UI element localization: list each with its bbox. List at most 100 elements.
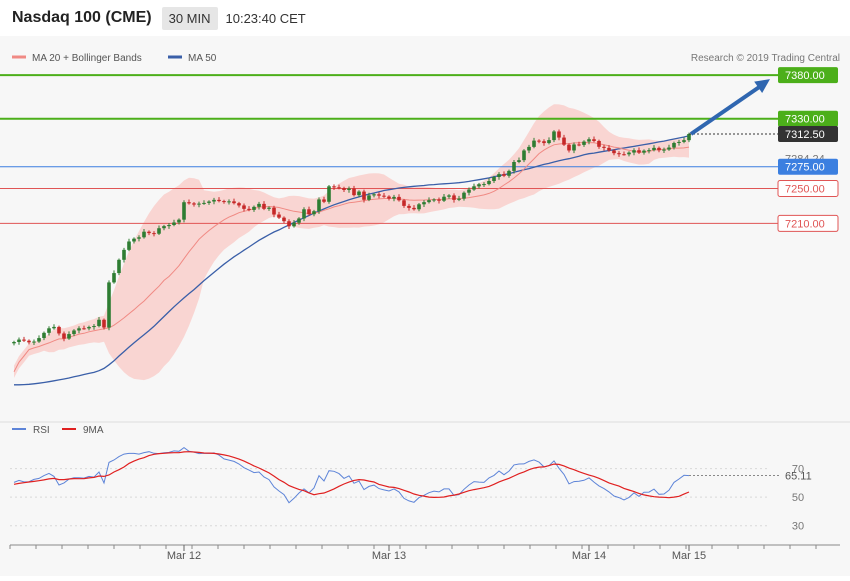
candle-body bbox=[672, 142, 676, 148]
candle-body bbox=[262, 203, 266, 209]
candle-body bbox=[627, 152, 631, 155]
candle-body bbox=[22, 339, 26, 341]
ma50-line bbox=[14, 135, 690, 386]
candle-body bbox=[52, 326, 56, 329]
candle-body bbox=[437, 199, 441, 201]
candle-body bbox=[387, 196, 391, 199]
candle-body bbox=[132, 238, 136, 242]
levels-layer bbox=[0, 74, 778, 224]
candle-body bbox=[92, 326, 96, 328]
candle-body bbox=[682, 140, 686, 142]
resistance-label-0: 7380.00 bbox=[785, 70, 825, 82]
candle-body bbox=[102, 319, 106, 328]
candle-body bbox=[147, 231, 151, 234]
support-label-box-3 bbox=[777, 180, 839, 198]
chart-area: MA 20 + Bollinger Bands MA 50 Research ©… bbox=[0, 36, 850, 576]
candle-body bbox=[647, 150, 651, 152]
rsi-legend-label: RSI bbox=[33, 425, 50, 436]
candle-body bbox=[242, 205, 246, 209]
candle-body bbox=[297, 218, 301, 223]
candle-body bbox=[207, 201, 211, 203]
candle-body bbox=[347, 188, 351, 191]
candle-body bbox=[607, 147, 611, 151]
candle-body bbox=[452, 195, 456, 200]
candle-body bbox=[547, 140, 551, 144]
rsi-layer: 70 50 30 65.11 bbox=[10, 446, 812, 533]
candle-body bbox=[667, 147, 671, 150]
candle-body bbox=[237, 203, 241, 206]
candle-body bbox=[592, 139, 596, 141]
candle-body bbox=[172, 222, 176, 225]
candle-body bbox=[137, 237, 141, 239]
candle-body bbox=[397, 196, 401, 201]
last-price-label: 7312.50 bbox=[785, 129, 825, 141]
candle-body bbox=[662, 149, 666, 151]
x-tick-label: Mar 12 bbox=[167, 550, 201, 562]
candle-body bbox=[432, 199, 436, 201]
candle-body bbox=[127, 241, 131, 250]
candle-body bbox=[492, 177, 496, 182]
candle-body bbox=[527, 146, 531, 151]
candle-body bbox=[72, 330, 76, 335]
rsi-ma-line bbox=[13, 451, 690, 499]
candle-body bbox=[142, 231, 146, 238]
candle-body bbox=[32, 341, 36, 343]
support-label-3: 7250.00 bbox=[785, 184, 825, 196]
candle-body bbox=[62, 333, 66, 339]
candle-body bbox=[252, 206, 256, 210]
candle-body bbox=[522, 150, 526, 161]
candle-body bbox=[372, 194, 376, 196]
resistance-label-box-1 bbox=[778, 110, 838, 127]
candle-body bbox=[447, 195, 451, 197]
candle-body bbox=[332, 186, 336, 188]
candle-body bbox=[567, 144, 571, 151]
candle-body bbox=[597, 140, 601, 147]
candle-body bbox=[657, 147, 661, 151]
instrument-title: Nasdaq 100 (CME) bbox=[12, 9, 152, 26]
candle-body bbox=[27, 340, 31, 343]
candle-body bbox=[307, 209, 311, 215]
chart-header: Nasdaq 100 (CME) 30 MIN 10:23:40 CET bbox=[0, 0, 850, 36]
candle-body bbox=[57, 326, 61, 334]
candle-body bbox=[412, 207, 416, 210]
candle-body bbox=[82, 328, 86, 330]
rsi-tick-70: 70 bbox=[792, 464, 804, 476]
candle-body bbox=[202, 202, 206, 204]
rsi-tick-30: 30 bbox=[792, 521, 804, 533]
projection-arrow bbox=[689, 83, 764, 136]
candle-body bbox=[67, 334, 71, 339]
candle-body bbox=[577, 144, 581, 146]
price-labels-layer: 7284.247380.007330.007275.007250.007210.… bbox=[689, 67, 839, 232]
candle-body bbox=[212, 199, 216, 202]
candle-body bbox=[632, 150, 636, 153]
candle-body bbox=[222, 201, 226, 203]
candle-body bbox=[587, 139, 591, 142]
candle-body bbox=[327, 186, 331, 202]
candle-body bbox=[602, 146, 606, 148]
candle-body bbox=[477, 184, 481, 187]
candle-body bbox=[227, 201, 231, 203]
candle-body bbox=[42, 332, 46, 339]
rsi-readout-label: 65.11 bbox=[785, 471, 812, 483]
candle-body bbox=[637, 150, 641, 153]
candle-body bbox=[457, 198, 461, 200]
support-label-4: 7210.00 bbox=[785, 218, 825, 230]
time-label: 10:23:40 CET bbox=[225, 10, 306, 26]
candles-layer bbox=[12, 129, 691, 346]
candle-body bbox=[247, 208, 251, 210]
x-tick-label: Mar 14 bbox=[572, 550, 606, 562]
ma50-legend-label: MA 50 bbox=[188, 53, 217, 64]
candle-body bbox=[342, 188, 346, 191]
candle-body bbox=[122, 249, 126, 260]
candle-body bbox=[617, 153, 621, 155]
candle-body bbox=[402, 200, 406, 206]
ma9-legend-label: 9MA bbox=[83, 425, 104, 436]
candle-body bbox=[542, 141, 546, 144]
candle-body bbox=[417, 204, 421, 210]
candle-body bbox=[107, 282, 111, 328]
candle-body bbox=[552, 131, 556, 141]
candle-body bbox=[642, 150, 646, 153]
candle-body bbox=[482, 184, 486, 186]
candle-body bbox=[232, 201, 236, 204]
timeframe-badge[interactable]: 30 MIN bbox=[161, 6, 218, 30]
